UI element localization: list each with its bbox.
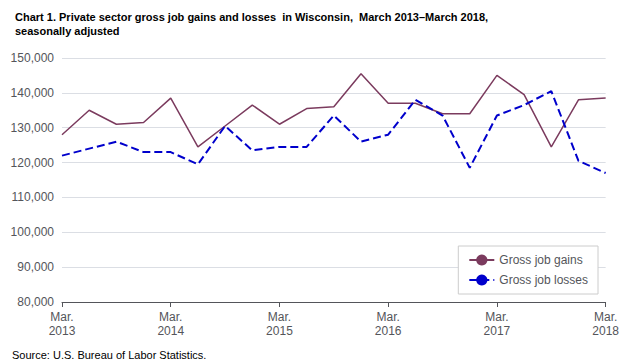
svg-text:2016: 2016 <box>375 324 402 338</box>
svg-text:seasonally adjusted: seasonally adjusted <box>15 25 120 37</box>
svg-text:Gross job losses: Gross job losses <box>499 273 588 287</box>
svg-text:Mar.: Mar. <box>159 310 182 324</box>
svg-text:90,000: 90,000 <box>17 260 54 274</box>
svg-text:Gross job gains: Gross job gains <box>499 253 582 267</box>
svg-text:Mar.: Mar. <box>268 310 291 324</box>
svg-text:2017: 2017 <box>484 324 511 338</box>
svg-text:100,000: 100,000 <box>11 225 55 239</box>
svg-text:Mar.: Mar. <box>50 310 73 324</box>
svg-text:Mar.: Mar. <box>377 310 400 324</box>
svg-text:Chart 1. Private sector gross: Chart 1. Private sector gross job gains … <box>15 11 488 23</box>
svg-text:2015: 2015 <box>266 324 293 338</box>
svg-text:Source: U.S. Bureau of Labor S: Source: U.S. Bureau of Labor Statistics. <box>12 349 206 361</box>
svg-text:2018: 2018 <box>592 324 619 338</box>
svg-text:150,000: 150,000 <box>11 51 55 65</box>
svg-text:110,000: 110,000 <box>12 190 55 204</box>
svg-text:80,000: 80,000 <box>17 295 54 309</box>
svg-text:Mar.: Mar. <box>594 310 617 324</box>
svg-text:2014: 2014 <box>157 324 184 338</box>
svg-text:Mar.: Mar. <box>485 310 508 324</box>
svg-text:140,000: 140,000 <box>11 86 55 100</box>
svg-text:130,000: 130,000 <box>11 121 55 135</box>
svg-text:120,000: 120,000 <box>11 156 55 170</box>
svg-text:2013: 2013 <box>49 324 76 338</box>
